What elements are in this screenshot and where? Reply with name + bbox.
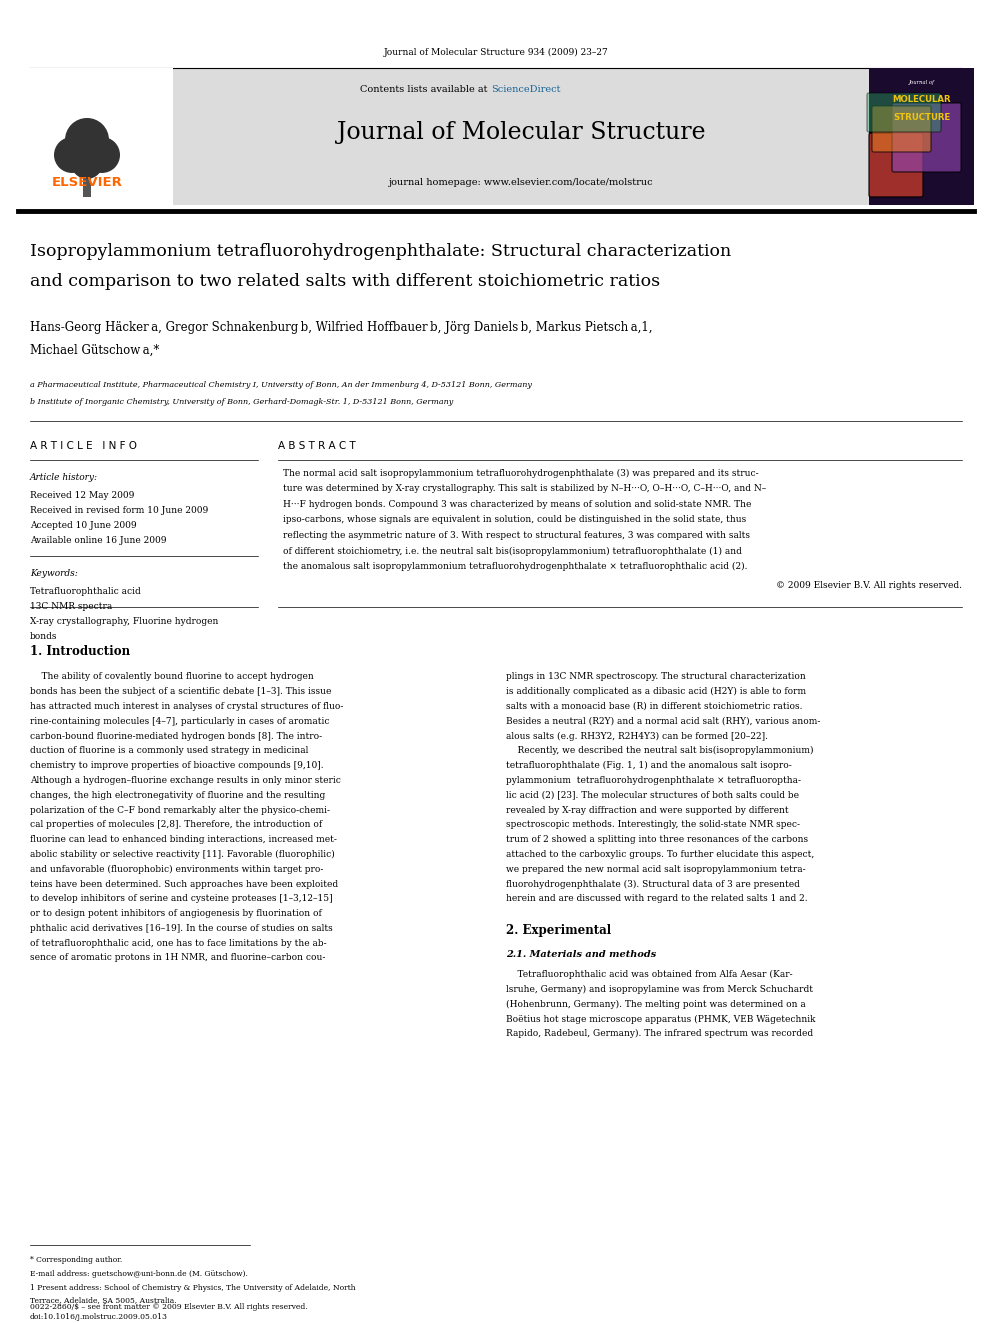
Text: 0022-2860/$ – see front matter © 2009 Elsevier B.V. All rights reserved.: 0022-2860/$ – see front matter © 2009 El… <box>30 1303 308 1311</box>
Text: journal homepage: www.elsevier.com/locate/molstruc: journal homepage: www.elsevier.com/locat… <box>389 179 654 188</box>
Text: spectroscopic methods. Interestingly, the solid-state NMR spec-: spectroscopic methods. Interestingly, th… <box>506 820 800 830</box>
Text: the anomalous salt isopropylammonium tetrafluorohydrogenphthalate × tetrafluorop: the anomalous salt isopropylammonium tet… <box>283 562 748 572</box>
Text: Article history:: Article history: <box>30 472 98 482</box>
Text: of different stoichiometry, i.e. the neutral salt bis(isopropylammonium) tetrafl: of different stoichiometry, i.e. the neu… <box>283 546 742 556</box>
Text: lic acid (2) [23]. The molecular structures of both salts could be: lic acid (2) [23]. The molecular structu… <box>506 791 799 799</box>
FancyBboxPatch shape <box>869 134 923 197</box>
Text: or to design potent inhibitors of angiogenesis by fluorination of: or to design potent inhibitors of angiog… <box>30 909 321 918</box>
Text: phthalic acid derivatives [16–19]. In the course of studies on salts: phthalic acid derivatives [16–19]. In th… <box>30 923 332 933</box>
Text: Received 12 May 2009: Received 12 May 2009 <box>30 491 134 500</box>
FancyBboxPatch shape <box>867 93 941 132</box>
Text: is additionally complicated as a dibasic acid (H2Y) is able to form: is additionally complicated as a dibasic… <box>506 687 806 696</box>
Text: plings in 13C NMR spectroscopy. The structural characterization: plings in 13C NMR spectroscopy. The stru… <box>506 672 806 681</box>
Text: (Hohenbrunn, Germany). The melting point was determined on a: (Hohenbrunn, Germany). The melting point… <box>506 1000 806 1009</box>
FancyBboxPatch shape <box>872 106 931 152</box>
Text: STRUCTURE: STRUCTURE <box>893 114 950 123</box>
Text: bonds: bonds <box>30 632 58 640</box>
Text: ELSEVIER: ELSEVIER <box>52 176 122 189</box>
Text: cal properties of molecules [2,8]. Therefore, the introduction of: cal properties of molecules [2,8]. There… <box>30 820 322 830</box>
Text: trum of 2 showed a splitting into three resonances of the carbons: trum of 2 showed a splitting into three … <box>506 835 808 844</box>
Text: Although a hydrogen–fluorine exchange results in only minor steric: Although a hydrogen–fluorine exchange re… <box>30 775 341 785</box>
Text: 1. Introduction: 1. Introduction <box>30 646 130 659</box>
Text: alous salts (e.g. RH3Y2, R2H4Y3) can be formed [20–22].: alous salts (e.g. RH3Y2, R2H4Y3) can be … <box>506 732 768 741</box>
Text: we prepared the new normal acid salt isopropylammonium tetra-: we prepared the new normal acid salt iso… <box>506 865 806 873</box>
Text: duction of fluorine is a commonly used strategy in medicinal: duction of fluorine is a commonly used s… <box>30 746 309 755</box>
Text: chemistry to improve properties of bioactive compounds [9,10].: chemistry to improve properties of bioac… <box>30 761 323 770</box>
Text: salts with a monoacid base (R) in different stoichiometric ratios.: salts with a monoacid base (R) in differ… <box>506 703 803 710</box>
Text: 2.1. Materials and methods: 2.1. Materials and methods <box>506 950 657 959</box>
Text: © 2009 Elsevier B.V. All rights reserved.: © 2009 Elsevier B.V. All rights reserved… <box>776 581 962 590</box>
Text: polarization of the C–F bond remarkably alter the physico-chemi-: polarization of the C–F bond remarkably … <box>30 806 330 815</box>
Text: Available online 16 June 2009: Available online 16 June 2009 <box>30 536 167 545</box>
Circle shape <box>71 147 103 179</box>
Text: Journal of Molecular Structure 934 (2009) 23–27: Journal of Molecular Structure 934 (2009… <box>384 48 608 57</box>
Text: Accepted 10 June 2009: Accepted 10 June 2009 <box>30 521 137 531</box>
Text: carbon-bound fluorine-mediated hydrogen bonds [8]. The intro-: carbon-bound fluorine-mediated hydrogen … <box>30 732 322 741</box>
Text: lsruhe, Germany) and isopropylamine was from Merck Schuchardt: lsruhe, Germany) and isopropylamine was … <box>506 984 813 994</box>
Text: ipso-carbons, whose signals are equivalent in solution, could be distinguished i: ipso-carbons, whose signals are equivale… <box>283 516 746 524</box>
Text: Terrace, Adelaide, SA 5005, Australia.: Terrace, Adelaide, SA 5005, Australia. <box>30 1295 177 1303</box>
Text: and comparison to two related salts with different stoichiometric ratios: and comparison to two related salts with… <box>30 273 660 290</box>
Text: Contents lists available at: Contents lists available at <box>360 86 491 94</box>
Bar <box>83 172 91 197</box>
Text: Tetrafluorophthalic acid was obtained from Alfa Aesar (Kar-: Tetrafluorophthalic acid was obtained fr… <box>506 970 793 979</box>
Text: Rapido, Radebeul, Germany). The infrared spectrum was recorded: Rapido, Radebeul, Germany). The infrared… <box>506 1029 813 1039</box>
Bar <box>869 67 974 205</box>
Text: Recently, we described the neutral salt bis(isopropylammonium): Recently, we described the neutral salt … <box>506 746 813 755</box>
Text: Michael Gütschow a,*: Michael Gütschow a,* <box>30 344 160 357</box>
Text: attached to the carboxylic groups. To further elucidate this aspect,: attached to the carboxylic groups. To fu… <box>506 849 814 859</box>
Text: H···F hydrogen bonds. Compound 3 was characterized by means of solution and soli: H···F hydrogen bonds. Compound 3 was cha… <box>283 500 751 509</box>
Text: 2. Experimental: 2. Experimental <box>506 923 611 937</box>
Text: Received in revised form 10 June 2009: Received in revised form 10 June 2009 <box>30 505 208 515</box>
Circle shape <box>84 138 120 173</box>
Text: pylammonium  tetrafluorohydrogenphthalate × tetrafluoroptha-: pylammonium tetrafluorohydrogenphthalate… <box>506 775 801 785</box>
Text: ture was determined by X-ray crystallography. This salt is stabilized by N–H···O: ture was determined by X-ray crystallogr… <box>283 484 766 493</box>
Circle shape <box>65 118 109 161</box>
Text: b Institute of Inorganic Chemistry, University of Bonn, Gerhard-Domagk-Str. 1, D: b Institute of Inorganic Chemistry, Univ… <box>30 398 453 406</box>
Text: The normal acid salt isopropylammonium tetrafluorohydrogenphthalate (3) was prep: The normal acid salt isopropylammonium t… <box>283 468 759 478</box>
Circle shape <box>54 138 90 173</box>
Text: has attracted much interest in analyses of crystal structures of fluo-: has attracted much interest in analyses … <box>30 703 343 710</box>
Text: A R T I C L E   I N F O: A R T I C L E I N F O <box>30 441 137 451</box>
Text: 1 Present address: School of Chemistry & Physics, The University of Adelaide, No: 1 Present address: School of Chemistry &… <box>30 1283 355 1291</box>
Bar <box>18 67 173 205</box>
Text: revealed by X-ray diffraction and were supported by different: revealed by X-ray diffraction and were s… <box>506 806 789 815</box>
Text: 13C NMR spectra: 13C NMR spectra <box>30 602 112 611</box>
Text: teins have been determined. Such approaches have been exploited: teins have been determined. Such approac… <box>30 880 338 889</box>
Text: X-ray crystallography, Fluorine hydrogen: X-ray crystallography, Fluorine hydrogen <box>30 617 218 626</box>
Text: * Corresponding author.: * Corresponding author. <box>30 1256 122 1263</box>
Text: Tetrafluorophthalic acid: Tetrafluorophthalic acid <box>30 587 141 595</box>
Text: ScienceDirect: ScienceDirect <box>491 86 560 94</box>
Text: fluorohydrogenphthalate (3). Structural data of 3 are presented: fluorohydrogenphthalate (3). Structural … <box>506 880 800 889</box>
Text: reflecting the asymmetric nature of 3. With respect to structural features, 3 wa: reflecting the asymmetric nature of 3. W… <box>283 531 750 540</box>
Text: Boëtius hot stage microscope apparatus (PHMK, VEB Wägetechnik: Boëtius hot stage microscope apparatus (… <box>506 1015 815 1024</box>
Text: abolic stability or selective reactivity [11]. Favorable (fluorophilic): abolic stability or selective reactivity… <box>30 849 334 859</box>
Text: changes, the high electronegativity of fluorine and the resulting: changes, the high electronegativity of f… <box>30 791 325 799</box>
Text: rine-containing molecules [4–7], particularly in cases of aromatic: rine-containing molecules [4–7], particu… <box>30 717 329 726</box>
Text: tetrafluorophthalate (Fig. 1, 1) and the anomalous salt isopro-: tetrafluorophthalate (Fig. 1, 1) and the… <box>506 761 792 770</box>
Text: a Pharmaceutical Institute, Pharmaceutical Chemistry I, University of Bonn, An d: a Pharmaceutical Institute, Pharmaceutic… <box>30 381 532 389</box>
Text: Journal of Molecular Structure: Journal of Molecular Structure <box>336 122 705 144</box>
Text: A B S T R A C T: A B S T R A C T <box>278 441 356 451</box>
Text: bonds has been the subject of a scientific debate [1–3]. This issue: bonds has been the subject of a scientif… <box>30 687 331 696</box>
Text: sence of aromatic protons in 1H NMR, and fluorine–carbon cou-: sence of aromatic protons in 1H NMR, and… <box>30 954 325 963</box>
Text: to develop inhibitors of serine and cysteine proteases [1–3,12–15]: to develop inhibitors of serine and cyst… <box>30 894 332 904</box>
Text: Isopropylammonium tetrafluorohydrogenphthalate: Structural characterization: Isopropylammonium tetrafluorohydrogenpht… <box>30 243 731 259</box>
Text: doi:10.1016/j.molstruc.2009.05.013: doi:10.1016/j.molstruc.2009.05.013 <box>30 1312 168 1320</box>
Bar <box>18 67 974 205</box>
Text: Hans-Georg Häcker a, Gregor Schnakenburg b, Wilfried Hoffbauer b, Jörg Daniels b: Hans-Georg Häcker a, Gregor Schnakenburg… <box>30 321 653 333</box>
Text: MOLECULAR: MOLECULAR <box>892 95 950 105</box>
Text: herein and are discussed with regard to the related salts 1 and 2.: herein and are discussed with regard to … <box>506 894 807 904</box>
Text: Besides a neutral (R2Y) and a normal acid salt (RHY), various anom-: Besides a neutral (R2Y) and a normal aci… <box>506 717 820 726</box>
FancyBboxPatch shape <box>892 103 961 172</box>
Text: Keywords:: Keywords: <box>30 569 77 578</box>
Text: E-mail address: guetschow@uni-bonn.de (M. Gütschow).: E-mail address: guetschow@uni-bonn.de (M… <box>30 1270 248 1278</box>
Text: Journal of: Journal of <box>909 81 934 86</box>
Text: fluorine can lead to enhanced binding interactions, increased met-: fluorine can lead to enhanced binding in… <box>30 835 337 844</box>
Text: The ability of covalently bound fluorine to accept hydrogen: The ability of covalently bound fluorine… <box>30 672 313 681</box>
Text: and unfavorable (fluorophobic) environments within target pro-: and unfavorable (fluorophobic) environme… <box>30 865 323 873</box>
Text: of tetrafluorophthalic acid, one has to face limitations by the ab-: of tetrafluorophthalic acid, one has to … <box>30 939 326 947</box>
